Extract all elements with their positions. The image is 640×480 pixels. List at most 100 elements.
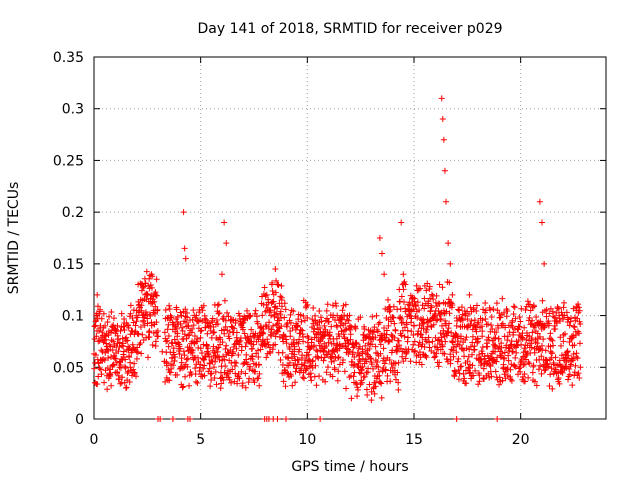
- data-point: [440, 327, 447, 334]
- data-point: [368, 361, 375, 368]
- data-point: [101, 357, 108, 364]
- data-point: [325, 349, 332, 356]
- data-point: [492, 342, 499, 349]
- data-point: [428, 304, 435, 311]
- data-point: [115, 336, 122, 343]
- data-point: [538, 370, 545, 377]
- data-point: [346, 312, 353, 319]
- data-point: [473, 308, 480, 315]
- data-point: [505, 357, 512, 364]
- data-point: [395, 386, 402, 393]
- data-point: [343, 345, 350, 352]
- data-point: [287, 333, 294, 340]
- data-point: [279, 361, 286, 368]
- data-point: [307, 370, 314, 377]
- data-point: [127, 310, 134, 317]
- data-point: [216, 310, 223, 317]
- data-point: [157, 416, 164, 422]
- data-point: [490, 348, 497, 355]
- data-point: [223, 240, 230, 247]
- data-point: [166, 306, 173, 313]
- data-point: [168, 365, 175, 372]
- data-point: [99, 329, 106, 336]
- data-point: [388, 318, 395, 325]
- data-point: [565, 376, 572, 383]
- data-point: [372, 383, 379, 390]
- data-point: [428, 291, 435, 298]
- data-point: [352, 325, 359, 332]
- data-point: [422, 336, 429, 343]
- data-point: [538, 353, 545, 360]
- data-point: [375, 364, 382, 371]
- data-point: [529, 369, 536, 376]
- data-point: [139, 331, 146, 338]
- data-point: [488, 313, 495, 320]
- data-point: [576, 340, 583, 347]
- data-point: [219, 339, 226, 346]
- data-point: [246, 375, 253, 382]
- data-point: [499, 295, 506, 302]
- data-point: [200, 365, 207, 372]
- data-point: [438, 315, 445, 322]
- data-point: [125, 346, 132, 353]
- data-point: [182, 255, 189, 262]
- data-point: [423, 326, 430, 333]
- data-point: [410, 341, 417, 348]
- data-point: [144, 291, 151, 298]
- data-point: [260, 326, 267, 333]
- data-point: [469, 362, 476, 369]
- data-point: [450, 353, 457, 360]
- data-point: [311, 342, 318, 349]
- data-point: [177, 320, 184, 327]
- data-point: [521, 324, 528, 331]
- data-point: [378, 394, 385, 401]
- data-point: [138, 307, 145, 314]
- data-point: [481, 376, 488, 383]
- data-point: [233, 345, 240, 352]
- data-point: [166, 369, 173, 376]
- data-point: [558, 309, 565, 316]
- data-point: [569, 355, 576, 362]
- data-point: [212, 368, 219, 375]
- data-point: [334, 377, 341, 384]
- data-point: [352, 379, 359, 386]
- data-point: [341, 312, 348, 319]
- data-point: [306, 363, 313, 370]
- data-point: [366, 381, 373, 388]
- data-point: [333, 302, 340, 309]
- data-point: [521, 371, 528, 377]
- data-point: [412, 347, 419, 354]
- data-point: [380, 345, 387, 352]
- data-point: [571, 324, 578, 331]
- data-point: [404, 348, 411, 355]
- data-point: [441, 333, 448, 340]
- data-point: [342, 320, 349, 327]
- data-point: [133, 355, 140, 362]
- data-point: [154, 306, 161, 313]
- data-point: [459, 311, 466, 318]
- data-point: [501, 355, 508, 362]
- data-point: [372, 343, 379, 350]
- data-point: [362, 342, 369, 349]
- data-point: [533, 382, 540, 389]
- data-point: [146, 275, 153, 282]
- data-point: [263, 291, 270, 298]
- data-point: [475, 319, 482, 326]
- data-point: [96, 337, 103, 344]
- data-point: [127, 359, 134, 366]
- data-point: [331, 357, 338, 364]
- data-point: [244, 307, 251, 314]
- data-point: [339, 307, 346, 314]
- data-point: [289, 325, 296, 332]
- data-point: [323, 343, 330, 350]
- data-point: [267, 307, 274, 314]
- data-point: [185, 323, 192, 330]
- data-point: [137, 324, 144, 331]
- data-point: [420, 325, 427, 332]
- data-point: [374, 328, 381, 335]
- data-point: [574, 355, 581, 362]
- data-point: [456, 307, 463, 314]
- y-axis-label: SRMTID / TECUs: [6, 182, 22, 295]
- data-point: [298, 361, 305, 368]
- data-point: [200, 302, 207, 309]
